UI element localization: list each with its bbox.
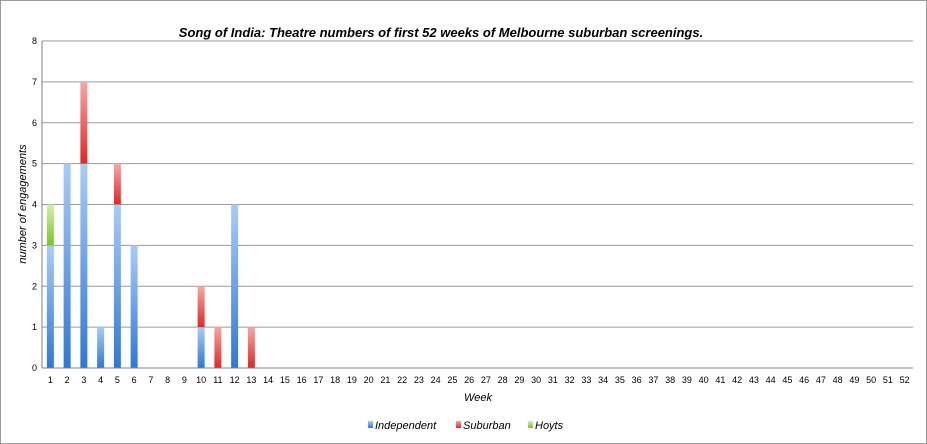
x-tick-label: 2: [65, 375, 70, 385]
x-tick-label: 36: [632, 375, 642, 385]
legend-label-hoyts: Hoyts: [535, 420, 564, 432]
bar-independent-week-12: [231, 204, 239, 368]
x-tick-label: 21: [380, 375, 390, 385]
bar-independent-week-10: [197, 327, 205, 368]
y-tick-label: 3: [32, 240, 37, 250]
x-tick-label: 11: [213, 375, 222, 385]
x-tick-label: 27: [481, 375, 491, 385]
x-tick-label: 34: [598, 375, 608, 385]
x-tick-label: 35: [615, 375, 625, 385]
bar-independent-week-5: [113, 204, 121, 368]
x-tick-label: 7: [148, 375, 153, 385]
x-tick-label: 17: [313, 375, 323, 385]
x-tick-label: 33: [581, 375, 591, 385]
bar-independent-week-1: [46, 245, 54, 368]
x-tick-label: 19: [347, 375, 357, 385]
x-tick-labels: 1 2 3 4 5 6 7 8 9 10 11 12 13 14 15 16 17 18 19 20 21 22 23 24 2…: [48, 375, 910, 385]
x-tick-label: 39: [682, 375, 692, 385]
y-tick-label: 0: [32, 363, 37, 373]
x-tick-label: 1: [48, 375, 53, 385]
chart-title: Song of India: Theatre numbers of first …: [179, 25, 703, 40]
x-tick-label: 32: [565, 375, 575, 385]
x-tick-label: 40: [699, 375, 709, 385]
bar-suburban-week-13: [247, 327, 255, 368]
x-tick-label: 12: [230, 375, 240, 385]
x-tick-label: 25: [447, 375, 457, 385]
x-tick-label: 14: [263, 375, 273, 385]
bar-independent-week-6: [130, 245, 138, 368]
x-tick-label: 4: [98, 375, 103, 385]
legend: Independent Suburban Hoyts: [368, 420, 564, 432]
bar-suburban-week-11: [214, 327, 222, 368]
x-tick-label: 26: [464, 375, 474, 385]
x-tick-label: 23: [414, 375, 424, 385]
y-tick-label: 1: [32, 322, 37, 332]
bar-independent-week-2: [63, 163, 71, 368]
x-tick-label: 6: [132, 375, 137, 385]
bar-hoyts-week-1: [46, 204, 54, 246]
x-tick-label: 3: [81, 375, 86, 385]
x-tick-label: 29: [514, 375, 524, 385]
x-tick-label: 42: [732, 375, 742, 385]
gridlines: [42, 40, 913, 328]
x-tick-label: 44: [766, 375, 776, 385]
bars: [46, 81, 255, 368]
y-tick-label: 4: [32, 200, 37, 210]
bar-independent-week-3: [80, 163, 88, 368]
x-axis-title: Week: [464, 392, 492, 404]
x-tick-label: 49: [849, 375, 859, 385]
x-tick-label: 41: [715, 375, 725, 385]
x-tick-label: 16: [297, 375, 307, 385]
axes: [41, 41, 913, 369]
y-tick-labels: 0 1 2 3 4 5 6 7 8: [32, 36, 37, 373]
y-tick-label: 8: [32, 36, 37, 46]
legend-swatch-hoyts: [528, 421, 533, 428]
x-tick-label: 18: [330, 375, 340, 385]
x-tick-label: 45: [782, 375, 792, 385]
x-tick-label: 9: [182, 375, 187, 385]
legend-swatch-independent: [368, 421, 373, 428]
x-tick-label: 43: [749, 375, 759, 385]
x-tick-label: 52: [900, 375, 910, 385]
y-tick-label: 7: [32, 77, 37, 87]
legend-label-independent: Independent: [375, 420, 437, 432]
x-tick-label: 28: [498, 375, 508, 385]
x-tick-label: 22: [397, 375, 407, 385]
x-tick-label: 38: [665, 375, 675, 385]
bar-suburban-week-10: [197, 286, 205, 328]
x-tick-label: 31: [548, 375, 558, 385]
bar-suburban-week-3: [80, 81, 88, 164]
y-tick-label: 2: [32, 281, 37, 291]
legend-label-suburban: Suburban: [463, 420, 511, 432]
x-tick-label: 20: [364, 375, 374, 385]
legend-swatch-suburban: [456, 421, 461, 428]
x-tick-label: 48: [833, 375, 843, 385]
x-tick-label: 8: [165, 375, 170, 385]
x-tick-label: 13: [246, 375, 256, 385]
y-axis-title: number of engagements: [17, 144, 29, 264]
x-tick-label: 15: [280, 375, 290, 385]
x-tick-label: 47: [816, 375, 826, 385]
x-tick-label: 10: [196, 375, 206, 385]
x-tick-label: 30: [531, 375, 541, 385]
x-tick-label: 24: [431, 375, 441, 385]
x-tick-label: 51: [883, 375, 893, 385]
bar-suburban-week-5: [113, 163, 121, 205]
bar-independent-week-4: [97, 327, 105, 368]
x-tick-label: 50: [866, 375, 876, 385]
x-tick-label: 5: [115, 375, 120, 385]
y-tick-label: 6: [32, 118, 37, 128]
x-tick-label: 37: [648, 375, 658, 385]
y-tick-label: 5: [32, 159, 37, 169]
x-tick-label: 46: [799, 375, 809, 385]
